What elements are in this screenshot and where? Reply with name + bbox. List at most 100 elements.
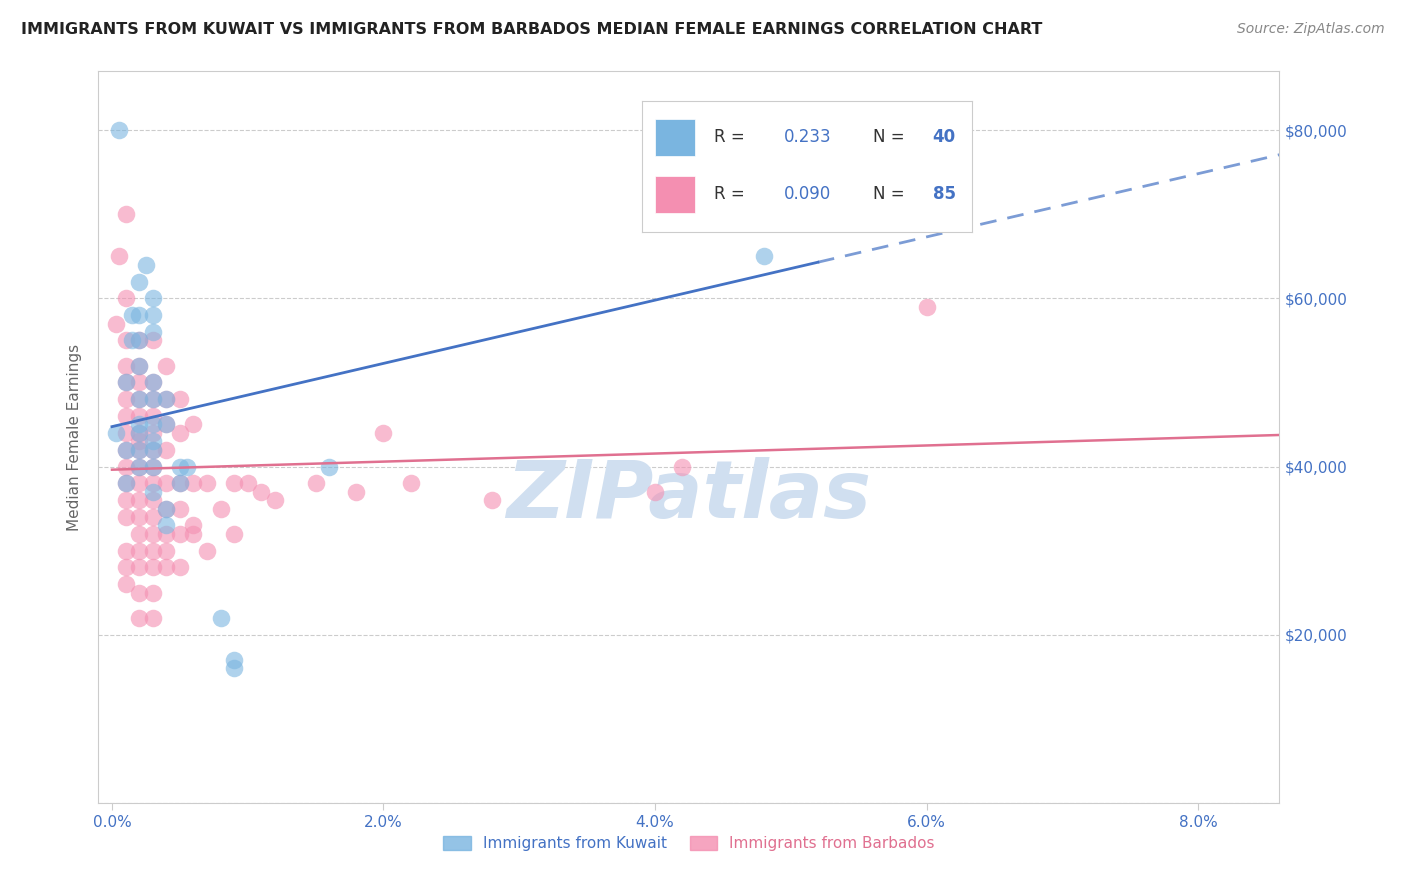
Point [344,484,367,499]
Point [169,476,191,491]
Point [114,207,136,221]
Point [121,334,143,348]
Point [128,359,150,373]
Point [236,476,259,491]
Point [128,560,150,574]
Point [209,611,232,625]
Point [128,442,150,457]
Point [155,417,177,432]
Point [224,526,246,541]
Point [373,425,395,440]
Text: ZIPatlas: ZIPatlas [506,457,872,534]
Point [128,476,150,491]
Point [142,442,165,457]
Point [128,359,150,373]
Legend: Immigrants from Kuwait, Immigrants from Barbados: Immigrants from Kuwait, Immigrants from … [437,830,941,857]
Point [107,123,129,137]
Point [155,392,177,407]
Point [155,543,177,558]
Point [114,359,136,373]
Point [155,518,177,533]
Point [142,417,165,432]
Point [128,334,150,348]
Point [142,392,165,407]
Point [121,308,143,322]
Point [142,325,165,339]
Point [155,501,177,516]
Point [195,476,218,491]
Point [128,425,150,440]
Point [142,334,165,348]
Point [155,417,177,432]
Point [142,409,165,423]
Point [128,585,150,599]
Point [142,459,165,474]
Point [142,434,165,449]
Point [114,425,136,440]
Point [114,442,136,457]
Point [183,518,205,533]
Point [128,442,150,457]
Point [128,376,150,390]
Point [155,476,177,491]
Point [142,484,165,499]
Point [169,476,191,491]
Point [128,611,150,625]
Point [155,501,177,516]
Point [114,543,136,558]
Point [183,417,205,432]
Point [169,560,191,574]
Point [142,459,165,474]
Point [142,585,165,599]
Point [128,493,150,508]
Point [128,459,150,474]
Point [128,543,150,558]
Point [209,501,232,516]
Point [318,459,340,474]
Point [128,392,150,407]
Text: IMMIGRANTS FROM KUWAIT VS IMMIGRANTS FROM BARBADOS MEDIAN FEMALE EARNINGS CORREL: IMMIGRANTS FROM KUWAIT VS IMMIGRANTS FRO… [21,22,1042,37]
Point [142,442,165,457]
Point [142,510,165,524]
Point [752,249,775,263]
Point [195,543,218,558]
Point [135,258,157,272]
Point [142,291,165,305]
Point [169,392,191,407]
Point [114,392,136,407]
Point [644,484,666,499]
Point [399,476,422,491]
Point [128,417,150,432]
Point [224,476,246,491]
Point [114,476,136,491]
Point [915,300,938,314]
Point [752,123,775,137]
Point [142,425,165,440]
Point [114,577,136,591]
Point [142,392,165,407]
Point [128,334,150,348]
Point [481,493,503,508]
Point [224,661,246,675]
Point [304,476,326,491]
Point [142,476,165,491]
Point [169,425,191,440]
Point [142,376,165,390]
Point [128,392,150,407]
Point [114,291,136,305]
Point [250,484,273,499]
Point [142,560,165,574]
Point [155,392,177,407]
Y-axis label: Median Female Earnings: Median Female Earnings [67,343,83,531]
Point [128,409,150,423]
Point [114,376,136,390]
Point [183,526,205,541]
Point [128,510,150,524]
Text: Source: ZipAtlas.com: Source: ZipAtlas.com [1237,22,1385,37]
Point [155,560,177,574]
Point [183,476,205,491]
Point [105,425,128,440]
Point [142,308,165,322]
Point [114,409,136,423]
Point [114,560,136,574]
